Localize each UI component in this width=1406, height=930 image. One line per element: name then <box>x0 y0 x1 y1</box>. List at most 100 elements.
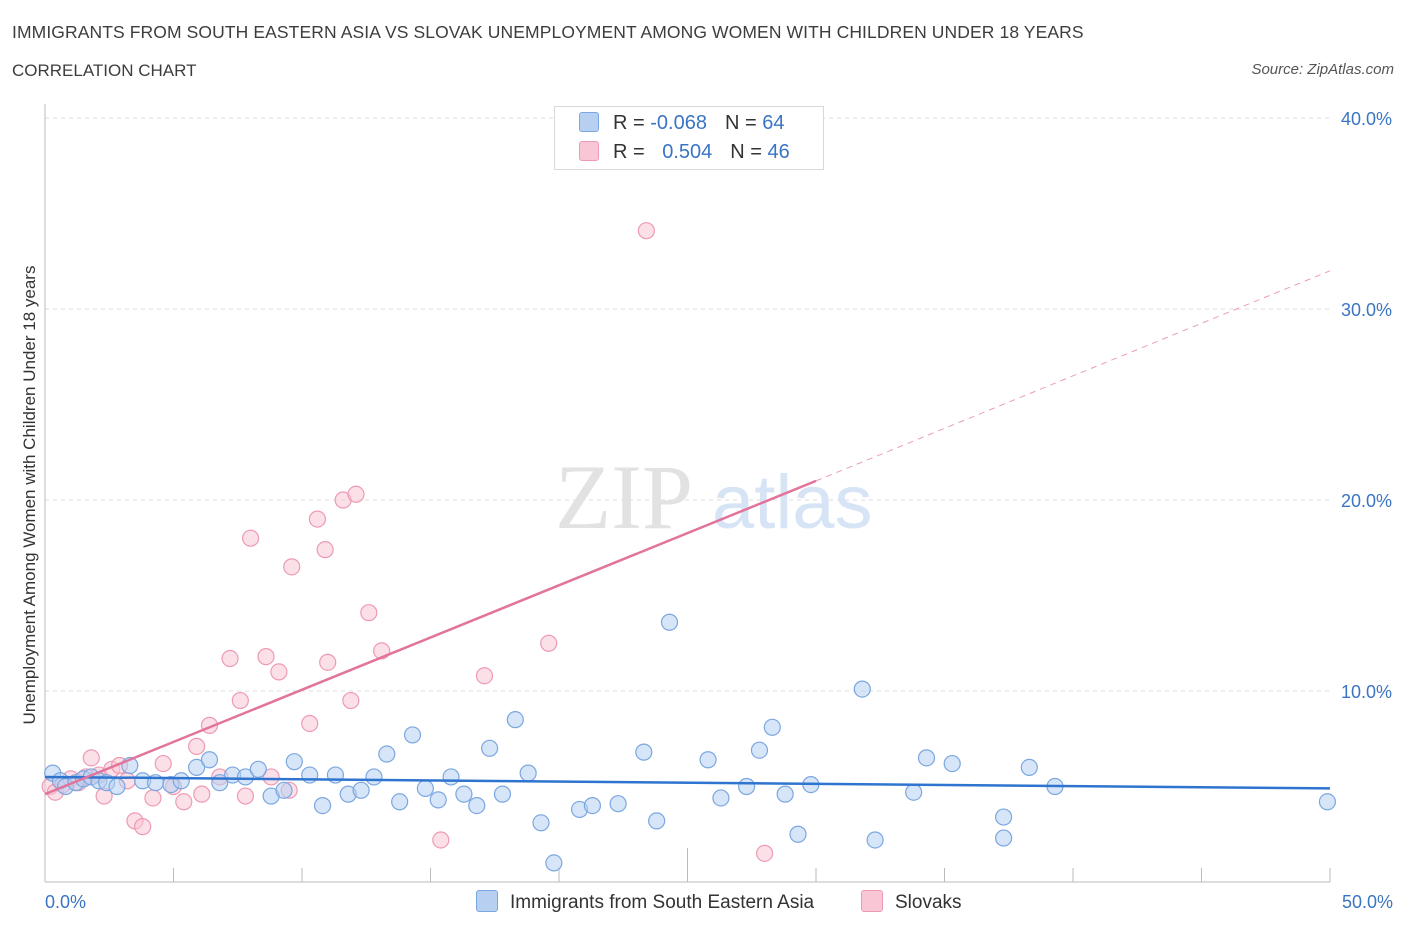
legend-pink-n-label: N = <box>730 141 768 163</box>
sea-point <box>853 680 871 698</box>
watermark: ZIP atlas <box>555 446 873 548</box>
slovaks-point <box>319 653 337 671</box>
legend-blue-r-value: -0.068 <box>650 112 707 134</box>
y-tick-label: 10.0% <box>1341 682 1392 702</box>
sea-point <box>776 785 794 803</box>
slovaks-point <box>242 529 260 547</box>
slovaks-point <box>301 714 319 733</box>
source-credit: Source: ZipAtlas.com <box>1251 61 1394 78</box>
sea-point <box>609 795 627 813</box>
sea-point <box>789 825 807 843</box>
sea-point <box>532 814 550 832</box>
legend-pink-r-label: R = <box>613 141 651 163</box>
slovaks-point <box>154 754 172 773</box>
sea-point <box>429 791 447 809</box>
sea-point <box>172 772 190 790</box>
sea-point <box>468 796 486 815</box>
sea-point <box>301 766 319 784</box>
slovaks-point <box>236 787 255 805</box>
sea-point <box>660 613 679 631</box>
sea-point <box>1318 793 1337 811</box>
sea-point <box>442 768 460 786</box>
sea-point <box>1020 758 1038 777</box>
slovaks-point <box>82 749 100 767</box>
y-axis-label: Unemployment Among Women with Children U… <box>20 266 39 725</box>
tick-labels: 10.0% 20.0% 30.0% 40.0% 0.0% 50.0% <box>45 109 1393 912</box>
slovaks-point <box>188 737 206 755</box>
sea-trend-line <box>44 775 1331 790</box>
sea-point <box>352 781 370 799</box>
sea-point <box>738 777 756 796</box>
slovaks-point <box>342 691 360 710</box>
blue-swatch <box>579 112 599 132</box>
bottom-legend-pink: Slovaks <box>861 890 962 914</box>
x-tick-label-max: 50.0% <box>1342 892 1393 912</box>
legend-row-blue: R = -0.068 N = 64 <box>579 112 784 136</box>
sea-point <box>455 785 473 803</box>
sea-point <box>699 751 717 769</box>
sea-point <box>403 726 422 744</box>
bottom-legend-pink-label: Slovaks <box>895 892 962 913</box>
sea-point <box>712 789 730 807</box>
sea-point <box>943 754 961 773</box>
legend-pink-r-value: 0.504 <box>662 141 713 163</box>
slovaks-point <box>316 541 334 559</box>
slovaks-point <box>270 663 288 681</box>
slovaks-point <box>262 768 280 786</box>
sea-point <box>249 760 267 778</box>
bottom-pink-swatch <box>861 890 883 912</box>
slovaks-trend-extension <box>815 270 1331 482</box>
bottom-legend-blue-label: Immigrants from South Eastern Asia <box>510 892 815 913</box>
slovaks-point <box>755 844 774 862</box>
sea-point <box>905 783 923 801</box>
slovaks-point <box>144 789 162 807</box>
sea-point <box>493 785 512 803</box>
sea-point <box>313 796 332 815</box>
slovaks-point <box>347 485 365 503</box>
sea-point <box>506 711 524 729</box>
pink-swatch <box>579 141 599 161</box>
sea-point <box>481 739 499 757</box>
sea-point <box>275 781 293 799</box>
slovaks-point <box>175 793 193 811</box>
sea-point <box>200 751 219 769</box>
y-tick-label: 30.0% <box>1341 300 1392 320</box>
slovaks-point <box>637 222 655 240</box>
y-tick-label: 20.0% <box>1341 491 1392 511</box>
axes <box>44 104 1331 883</box>
legend-pink-n-value: 46 <box>767 141 790 163</box>
legend-blue-n-label: N = <box>724 112 763 134</box>
sea-point <box>416 779 434 798</box>
slovaks-trend-line <box>44 479 817 796</box>
y-tick-label: 40.0% <box>1341 109 1392 129</box>
slovaks-point <box>360 604 378 622</box>
sea-point <box>188 758 206 777</box>
sea-point <box>995 829 1013 847</box>
sea-point <box>648 812 666 830</box>
sea-point <box>583 796 602 815</box>
watermark-zip: ZIP <box>555 446 693 548</box>
sea-point <box>545 854 563 872</box>
sea-point <box>866 831 884 849</box>
watermark-atlas: atlas <box>712 460 873 545</box>
gridlines <box>45 117 1330 692</box>
slovaks-point <box>475 667 494 685</box>
slovaks-point <box>540 634 558 652</box>
sea-point <box>236 768 255 786</box>
legend-blue-n-value: 64 <box>762 112 785 134</box>
legend-blue-r-label: R = <box>613 112 651 134</box>
sea-point <box>365 768 383 786</box>
slovaks-point <box>193 785 211 803</box>
x-tick-label-min: 0.0% <box>45 892 86 912</box>
slovaks-point <box>221 649 239 668</box>
sea-point <box>917 749 936 767</box>
sea-point <box>285 753 303 771</box>
sea-point <box>995 808 1013 826</box>
trend-lines <box>44 270 1331 796</box>
sea-point <box>391 793 409 811</box>
bottom-blue-swatch <box>476 890 498 912</box>
sea-point <box>378 745 396 763</box>
correlation-legend: R = -0.068 N = 64 R = 0.504 N = 46 <box>554 106 824 170</box>
slovaks-point <box>134 818 152 836</box>
